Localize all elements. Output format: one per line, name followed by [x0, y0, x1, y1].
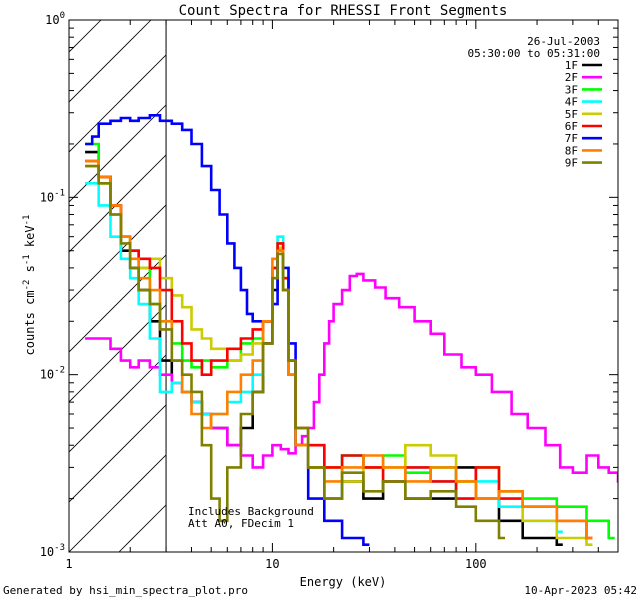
chart-title: Count Spectra for RHESSI Front Segments — [179, 3, 508, 19]
x-tick-label: 100 — [465, 557, 487, 571]
legend-label-3F: 3F — [565, 83, 578, 96]
series-line-8F — [85, 159, 593, 540]
legend-label-7F: 7F — [565, 132, 578, 145]
x-axis-label: Energy (keV) — [300, 575, 387, 589]
legend-label-4F: 4F — [565, 96, 578, 109]
y-tick-label: 100 — [45, 11, 65, 27]
x-tick-label: 10 — [265, 557, 279, 571]
legend-label-1F: 1F — [565, 59, 578, 72]
x-tick-label: 1 — [65, 557, 72, 571]
hatch-line — [0, 0, 119, 552]
attenuator-note: Att A0, FDecim 1 — [188, 517, 294, 530]
series-group — [85, 114, 618, 546]
timestamp: 10-Apr-2023 05:42 — [524, 584, 637, 597]
date-label: 26-Jul-2003 — [527, 35, 600, 48]
attenuator-hatch-region — [0, 0, 618, 552]
plot-frame — [68, 19, 619, 553]
time-range-label: 05:30:00 to 05:31:00 — [468, 47, 600, 60]
legend-label-5F: 5F — [565, 108, 578, 121]
generator-note: Generated by hsi_min_spectra_plot.pro — [3, 584, 248, 597]
hatch-mask — [166, 20, 618, 552]
y-tick-label: 10-1 — [40, 188, 65, 204]
axis-ticks: 1 10 100 10-3 10-2 10-1 100 — [40, 11, 619, 571]
legend-label-6F: 6F — [565, 120, 578, 133]
legend-label-2F: 2F — [565, 71, 578, 84]
series-line-9F — [85, 164, 505, 540]
legend-label-8F: 8F — [565, 144, 578, 157]
hatch-line — [69, 20, 152, 103]
background-note: Includes Background — [188, 505, 314, 518]
y-axis-label: counts cm-2 s-1 keV-1 — [22, 215, 37, 356]
legend-label-9F: 9F — [565, 157, 578, 170]
y-tick-label: 10-2 — [40, 366, 65, 382]
y-tick-label: 10-3 — [40, 543, 65, 559]
